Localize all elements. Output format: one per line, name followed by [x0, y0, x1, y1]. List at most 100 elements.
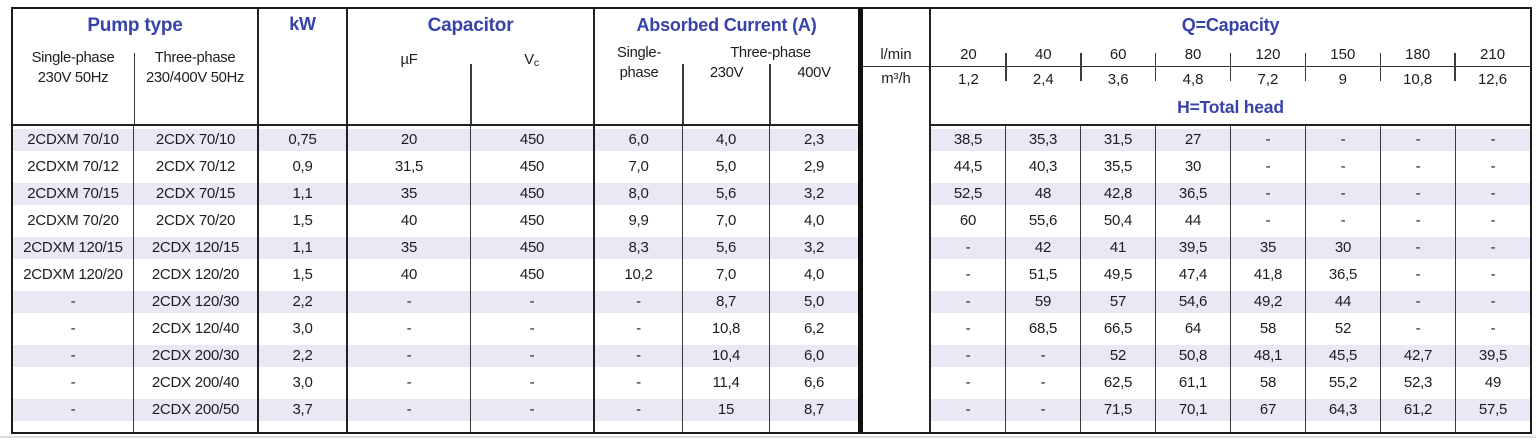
cell-total-head-q3: 47,4 — [1156, 261, 1231, 288]
cell-current-230v: 7,0 — [683, 261, 770, 288]
cell-capacitor-vc: 450 — [471, 207, 595, 234]
cell-total-head-q3: 36,5 — [1156, 180, 1231, 207]
cell-total-head-q5: 45,5 — [1306, 342, 1381, 369]
header-section-absorbed-current: Absorbed Current (A) Single- Three-phase… — [595, 9, 858, 126]
cell-kw: 3,7 — [259, 396, 348, 423]
cell-total-head-q5 — [1306, 423, 1381, 432]
capacity-m3h-row: 1,2 2,4 3,6 4,8 7,2 9 10,8 12,6 — [931, 65, 1530, 91]
capacity-lmin-value: 150 — [1305, 43, 1381, 68]
cell-current-400v: 2,3 — [770, 126, 858, 153]
cell-total-head-q7 — [1456, 423, 1530, 432]
cell-capacitor-uf: 35 — [348, 234, 471, 261]
cell-current-single-phase: 6,0 — [595, 126, 683, 153]
cell-kw: 1,1 — [259, 180, 348, 207]
cell-current-400v: 2,9 — [803, 158, 825, 175]
table-row: 2CDXM 70/12 2CDX 70/12 0,9 31,5 450 7,0 5,0 2,9… — [13, 153, 1530, 180]
cell-capacitor-uf: - — [348, 369, 471, 396]
cell-total-head-q1: - — [1006, 396, 1081, 423]
cell-total-head-q4: 41,8 — [1231, 261, 1306, 288]
cell-total-head-q1: - — [1006, 369, 1081, 396]
table-row: -2CDX 120/40 3,0- - -10,8 6,2-68,5 66,5 64 58 52… — [13, 315, 1530, 342]
cell-capacitor-uf: 40 — [348, 207, 471, 234]
divider — [470, 64, 472, 124]
cell-total-head-q4: 58 — [1231, 315, 1306, 342]
cell-total-head-q4 — [1231, 423, 1306, 432]
header-single-phase-pump: Single-phase 230V 50Hz — [31, 50, 115, 86]
m3h-unit-label: m³/h — [881, 71, 911, 87]
cell-total-head-q1: 35,3 — [1006, 126, 1081, 153]
cell-total-head-q4: 35 — [1231, 234, 1306, 261]
cell-pump-three-phase: 2CDX 200/30 — [134, 342, 259, 369]
cell-total-head-q1 — [1006, 423, 1081, 432]
cell-total-head-q3: 30 — [1156, 153, 1231, 180]
cell-capacitor-uf: - — [348, 342, 471, 369]
divider — [133, 53, 135, 124]
cell-kw: 0,75 — [259, 126, 348, 153]
cell-kw: 3,0 — [259, 369, 348, 396]
cell-current-400v: 4,0 — [803, 266, 825, 283]
cell-units-spacer — [858, 342, 931, 369]
cell-total-head-q0: 44,5 — [931, 153, 1006, 180]
cell-units-spacer — [858, 396, 931, 423]
cell-kw — [259, 423, 348, 432]
abs-three-phase-label: Three-phase — [730, 45, 811, 61]
cell-units-spacer — [858, 288, 931, 315]
cell-total-head-q7: - — [1490, 158, 1496, 175]
cell-current-230v: 5,6 — [683, 234, 770, 261]
cell-pump-single-phase: - — [13, 315, 134, 342]
cell-capacitor-uf: 20 — [348, 126, 471, 153]
cell-pump-single-phase: 2CDXM 70/10 — [13, 126, 134, 153]
cell-pump-single-phase: - — [13, 369, 134, 396]
cell-total-head-q3: 27 — [1156, 126, 1231, 153]
cell-total-head-q7: - — [1490, 320, 1496, 337]
cell-total-head-q7: - — [1456, 288, 1530, 315]
cell-capacitor-uf: - — [348, 396, 471, 423]
divider — [682, 64, 684, 124]
cell-pump-single-phase: - — [13, 396, 134, 423]
table-row: 2CDXM 70/10 2CDX 70/10 0,75 20 450 6,0 4,0 2,3 3… — [13, 126, 1530, 153]
table-row: -2CDX 120/30 2,2- - -8,7 5,0-59 57 54,6 49,2 44-… — [13, 288, 1530, 315]
cell-units-spacer — [858, 369, 931, 396]
abs-single-label-line2: phase — [619, 64, 659, 81]
cell-capacitor-uf: 40 — [348, 261, 471, 288]
cell-current-single-phase — [595, 423, 683, 432]
cell-current-230v: 5,6 — [683, 180, 770, 207]
cell-total-head-q7: 49 — [1484, 374, 1502, 391]
cell-total-head-q6: - — [1381, 261, 1456, 288]
cell-current-230v — [683, 423, 770, 432]
cell-total-head-q2: 50,4 — [1081, 207, 1156, 234]
cell-pump-single-phase: 2CDXM 70/15 — [13, 180, 134, 207]
cell-current-230v: 10,8 — [683, 315, 770, 342]
cell-pump-single-phase: - — [13, 288, 134, 315]
cell-current-single-phase: - — [595, 396, 683, 423]
cell-pump-three-phase: 2CDX 70/15 — [134, 180, 259, 207]
cell-current-400v: 8,7 — [770, 396, 858, 423]
cell-total-head-q0: - — [931, 261, 1006, 288]
pump-type-title: Pump type — [87, 15, 183, 36]
cell-total-head-q4: 58 — [1231, 369, 1306, 396]
header-section-units: l/min m³/h — [858, 9, 931, 126]
cell-total-head-q6: 42,7 — [1381, 342, 1456, 369]
cell-current-230v: 5,0 — [683, 153, 770, 180]
cell-total-head-q3: 50,8 — [1156, 342, 1231, 369]
cell-units-spacer — [858, 423, 931, 432]
cell-total-head-q2: 52 — [1081, 342, 1156, 369]
cell-pump-single-phase: 2CDXM 120/15 — [13, 234, 134, 261]
cell-total-head-q3: 61,1 — [1156, 369, 1231, 396]
header-section-kw: kW — [259, 9, 348, 126]
cell-current-400v: 6,6 — [803, 374, 825, 391]
header-section-capacitor: Capacitor µF Vc — [348, 9, 595, 126]
cell-capacitor-uf: 35 — [348, 180, 471, 207]
kw-title: kW — [289, 14, 316, 34]
cell-kw: 3,0 — [259, 315, 348, 342]
capacity-m3h-value: 4,8 — [1156, 65, 1232, 91]
cell-pump-three-phase: 2CDX 120/30 — [134, 288, 259, 315]
cell-total-head-q7: - — [1456, 126, 1530, 153]
cell-kw: 0,9 — [259, 153, 348, 180]
capacity-lmin-value: 80 — [1156, 43, 1232, 68]
cell-total-head-q2: 49,5 — [1081, 261, 1156, 288]
cell-total-head-q0 — [931, 423, 1006, 432]
capacity-lmin-value: 120 — [1231, 43, 1306, 68]
cell-pump-single-phase — [13, 423, 134, 432]
